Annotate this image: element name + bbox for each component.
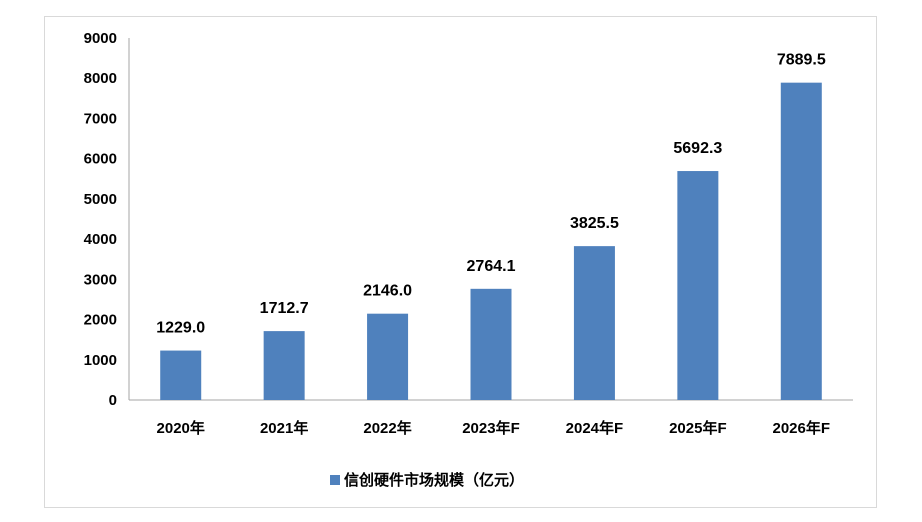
y-tick-label: 5000 — [84, 191, 117, 208]
y-tick-label: 4000 — [84, 231, 117, 248]
chart-frame — [44, 16, 877, 508]
x-tick-label: 2021年 — [260, 419, 308, 437]
x-tick-label: 2024年F — [566, 419, 624, 437]
y-tick-label: 9000 — [84, 30, 117, 47]
bars-group — [160, 82, 822, 400]
legend-swatch — [330, 475, 340, 485]
x-tick-label: 2023年F — [462, 419, 520, 437]
x-tick-label: 2026年F — [773, 419, 831, 437]
bar — [677, 171, 719, 400]
bar — [780, 82, 822, 400]
x-tick-label: 2020年 — [157, 419, 205, 437]
legend: 信创硬件市场规模（亿元） — [330, 471, 524, 489]
legend-label: 信创硬件市场规模（亿元） — [344, 471, 524, 489]
bar-value-label: 1229.0 — [156, 320, 205, 337]
bar — [470, 288, 512, 400]
bar — [263, 331, 305, 400]
bar-value-label: 7889.5 — [777, 52, 826, 69]
y-tick-label: 1000 — [84, 352, 117, 369]
x-axis-labels: 2020年 2021年 2022年 2023年F 2024年F 2025年F 2026年F — [157, 419, 831, 437]
bar-value-label: 2764.1 — [467, 258, 516, 275]
y-tick-label: 0 — [109, 392, 117, 409]
bar — [160, 350, 202, 400]
y-tick-label: 2000 — [84, 312, 117, 329]
bar-value-label: 1712.7 — [260, 300, 309, 317]
y-axis-ticks: 0 1000 2000 3000 4000 5000 6000 7000 8000 9000 — [84, 30, 117, 409]
bar-value-label: 3825.5 — [570, 215, 619, 232]
data-labels-group: 1229.0 1712.7 2146.0 2764.1 3825.5 5692.3 7889… — [156, 52, 826, 337]
bar — [573, 246, 615, 400]
y-tick-label: 8000 — [84, 70, 117, 87]
bar-value-label: 5692.3 — [673, 140, 722, 157]
bar-value-label: 2146.0 — [363, 283, 412, 300]
bar — [367, 313, 409, 400]
x-tick-label: 2022年 — [363, 419, 411, 437]
y-tick-label: 7000 — [84, 110, 117, 127]
y-tick-label: 3000 — [84, 271, 117, 288]
y-tick-label: 6000 — [84, 151, 117, 168]
x-tick-label: 2025年F — [669, 419, 727, 437]
